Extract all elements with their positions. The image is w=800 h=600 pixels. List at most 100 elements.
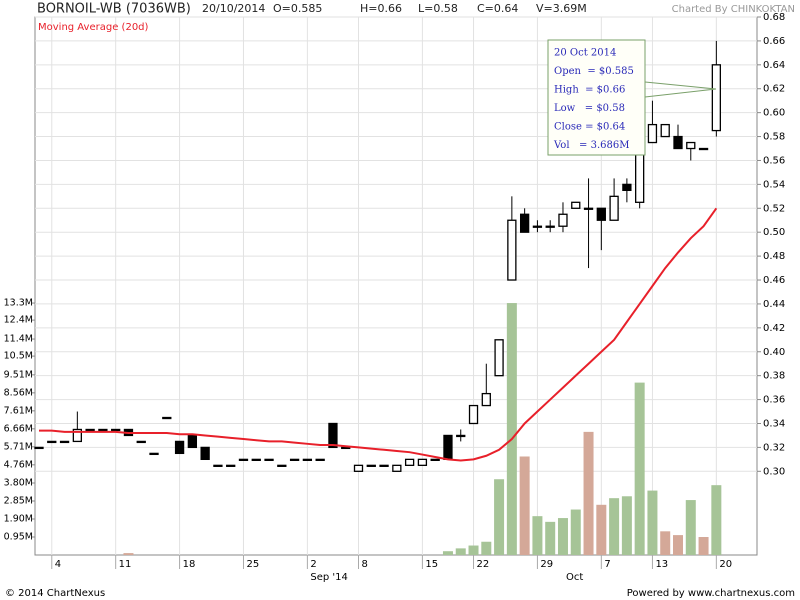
candle-body [315,458,325,462]
y-tick-label: 0.44 [763,299,785,310]
y-tick-label: 0.48 [763,251,785,262]
candle-body [698,147,709,151]
tooltip-line: Vol = 3.686M [553,140,629,151]
candle-body [302,458,313,462]
volume-bar [570,509,581,555]
tooltip-line: 20 Oct 2014 [554,48,616,59]
candle-body [277,464,287,467]
candle-body [647,123,658,144]
candle-body [174,440,185,455]
volume-bar [698,537,709,555]
info-close: C=0.64 [477,2,518,15]
info-high: H=0.66 [360,2,402,15]
x-tick-label: 25 [246,559,259,570]
y2-tick-label: 7.61M [4,405,33,416]
candle-body [596,207,606,221]
candle-body [507,219,517,281]
candle-body [456,434,466,438]
y-tick-label: 0.36 [763,395,785,406]
candle-body [238,458,249,462]
footer-left: © 2014 ChartNexus [5,588,105,599]
volume-bar [673,535,683,555]
volume-bar [634,382,645,555]
tooltip-box [547,39,646,156]
volume-bar [609,498,620,555]
candle-body [430,458,440,462]
footer-right: Powered by www.chartnexus.com [627,588,795,599]
candle-body [392,464,402,472]
y-tick-label: 0.58 [763,132,785,143]
candle-body [404,458,415,466]
candle-body [34,446,44,450]
y2-tick-label: 4.76M [4,459,33,470]
candle-body [545,225,555,228]
volume-bar [685,500,696,555]
candle-body [47,440,57,444]
candle-body [711,64,721,132]
info-low: L=0.58 [418,2,458,15]
candle-body [341,446,351,450]
y2-tick-label: 0.95M [4,532,33,543]
candle-body [111,428,121,432]
candle-body [98,428,108,432]
candle-body [251,458,261,462]
candle-body [660,123,670,138]
y-tick-label: 0.68 [763,12,785,23]
candle-body [366,464,376,467]
tooltip-line: Close = $0.64 [554,122,625,133]
candle-body [417,458,428,466]
candle-body [686,141,696,150]
y-tick-label: 0.66 [763,36,785,47]
volume-bar [442,551,453,555]
volume-bar [545,521,556,555]
volume-bar [596,504,607,555]
candle-body [379,464,389,467]
y2-tick-label: 1.90M [4,514,33,525]
y2-tick-label: 6.66M [4,423,33,434]
volume-bar [494,479,505,555]
tooltip: 20 Oct 2014 Open = $0.585 High = $0.66 Low … [547,39,717,156]
y-tick-label: 0.40 [763,347,785,358]
volume-bar [123,553,134,555]
candle-body [519,213,530,233]
info-volume: V=3.69M [536,2,587,15]
volume-bar [711,485,722,555]
candle-body [264,458,274,462]
candle-body [558,213,568,227]
candle-body [136,440,146,444]
y2-tick-label: 9.51M [4,369,33,380]
candle-body [468,404,479,425]
y2-tick-label: 11.4M [4,334,33,345]
moving-average-line [39,207,718,462]
candle-body [532,225,543,228]
candle-body [583,207,594,210]
plot-area [34,16,758,556]
volume-bar [621,496,632,555]
volume-bar [583,431,594,555]
y-tick-label: 0.34 [763,418,785,429]
candle-body [226,464,236,467]
x-tick-label: 4 [55,559,61,570]
x-tick-label: 11 [119,559,132,570]
candle-body [673,135,683,150]
candle-body [187,434,198,449]
x-tick-label: 22 [477,559,490,570]
candle-body [162,416,172,420]
y2-tick-label: 2.85M [4,496,33,507]
legend-entry: Moving Average (20d) [38,22,149,33]
y-tick-label: 0.32 [763,442,785,453]
y2-tick-label: 13.3M [4,298,33,309]
info-date: 20/10/2014 [202,2,265,15]
month-label: Sep '14 [310,572,348,583]
candle-body [200,446,210,461]
x-tick-label: 15 [425,559,438,570]
x-tick-label: 29 [540,559,553,570]
candle-body [289,458,300,462]
y-tick-label: 0.64 [763,60,785,71]
tooltip-pointer [644,81,717,98]
x-tick-label: 7 [604,559,610,570]
x-tick-label: 2 [310,559,316,570]
y-tick-label: 0.50 [763,227,785,238]
y2-tick-label: 10.5M [4,351,33,362]
